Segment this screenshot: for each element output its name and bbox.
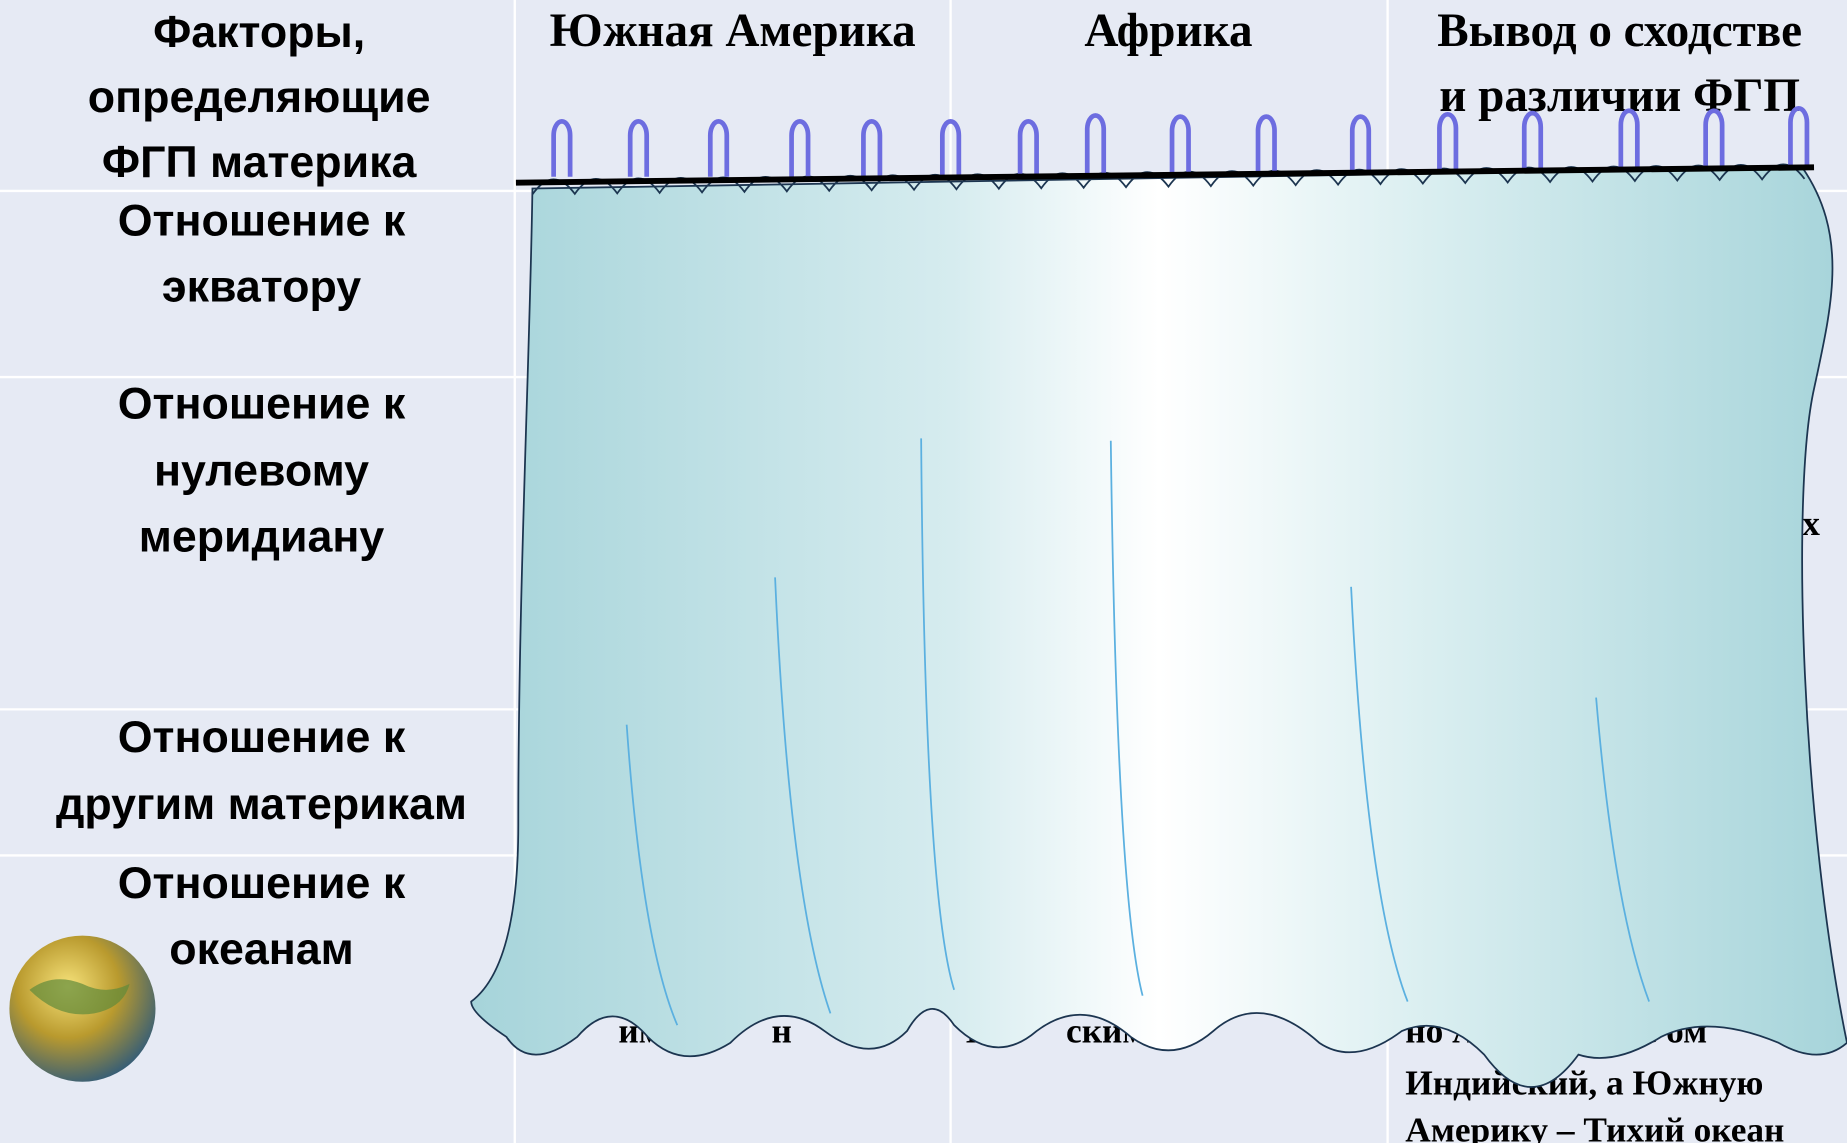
header-cell: ФГП материка — [102, 137, 418, 187]
header-cell: Вывод о сходстве — [1437, 5, 1802, 57]
cell-text: Индийский, а Южную — [1405, 1064, 1763, 1103]
row-label: Отношение к — [118, 858, 406, 908]
row-label: другим материкам — [56, 779, 467, 829]
cell-text: х — [1802, 504, 1820, 543]
cell-text: Америку – Тихий океан — [1405, 1111, 1784, 1143]
globe-icon — [9, 935, 156, 1082]
header-cell: Южная Америка — [550, 5, 916, 57]
row-label: нулевому — [154, 446, 369, 496]
header-cell: определяющие — [88, 72, 431, 122]
row-label: океанам — [169, 924, 353, 974]
table-text: Факторы, определяющие ФГП материка Южная… — [56, 5, 1802, 974]
header-cell: и различии ФГП — [1439, 70, 1800, 122]
header-cell: Факторы, — [153, 7, 365, 57]
cell-text: н — [772, 1012, 792, 1051]
curtain — [470, 106, 1847, 1088]
header-cell: Африка — [1084, 5, 1252, 57]
row-label: Отношение к — [118, 378, 406, 428]
row-label: меридиану — [139, 512, 385, 562]
row-label: Отношение к — [118, 712, 406, 762]
row-label: Отношение к — [118, 196, 406, 246]
row-label: экватору — [162, 262, 361, 312]
